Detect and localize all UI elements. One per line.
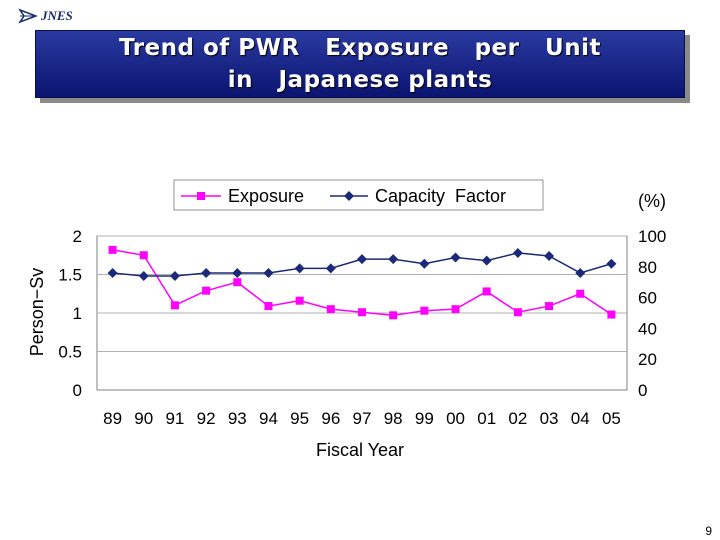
legend-exposure-marker bbox=[197, 192, 205, 200]
exposure-point bbox=[482, 287, 491, 296]
y-right-axis-title: (%) bbox=[638, 191, 666, 211]
y-left-tick-label: 0.5 bbox=[58, 343, 82, 362]
x-tick-label: 03 bbox=[540, 409, 559, 428]
y-right-tick-label: 20 bbox=[638, 350, 657, 369]
exposure-point bbox=[108, 245, 117, 254]
x-tick-label: 99 bbox=[415, 409, 434, 428]
x-tick-label: 01 bbox=[477, 409, 496, 428]
capacity-point bbox=[481, 255, 492, 266]
x-tick-label: 00 bbox=[446, 409, 465, 428]
exposure-point bbox=[389, 311, 398, 320]
capacity-point bbox=[575, 267, 586, 278]
slide-title: Trend of PWR Exposure per Unit in Japane… bbox=[35, 30, 685, 98]
exposure-point bbox=[170, 301, 179, 310]
y-left-tick-label: 2 bbox=[73, 227, 82, 246]
y-right-tick-label: 0 bbox=[638, 381, 647, 400]
y-left-axis-title: Person−Sv bbox=[27, 268, 47, 357]
exposure-point bbox=[202, 286, 211, 295]
x-tick-label: 96 bbox=[321, 409, 340, 428]
capacity-point bbox=[419, 258, 430, 269]
capacity-point bbox=[169, 271, 180, 282]
logo-text: JNES bbox=[41, 8, 73, 23]
capacity-point bbox=[138, 271, 149, 282]
capacity-point bbox=[357, 254, 367, 265]
x-tick-label: 95 bbox=[290, 409, 309, 428]
y-right-tick-label: 80 bbox=[638, 258, 657, 277]
legend-capacity-marker bbox=[344, 191, 354, 201]
x-tick-label: 05 bbox=[602, 409, 621, 428]
exposure-point bbox=[420, 306, 429, 315]
x-tick-label: 90 bbox=[134, 409, 153, 428]
x-axis-title: Fiscal Year bbox=[316, 440, 404, 460]
capacity-point bbox=[606, 258, 617, 269]
capacity-point bbox=[201, 267, 212, 278]
title-line-1: Trend of PWR Exposure per Unit bbox=[119, 35, 601, 61]
x-tick-label: 91 bbox=[165, 409, 184, 428]
exposure-point bbox=[264, 302, 273, 311]
exposure-point bbox=[545, 302, 554, 311]
capacity-point bbox=[450, 252, 461, 263]
legend-exposure-label: Exposure bbox=[228, 186, 304, 206]
x-tick-label: 93 bbox=[228, 409, 247, 428]
y-right-tick-label: 60 bbox=[638, 289, 657, 308]
exposure-point bbox=[607, 310, 616, 319]
exposure-point bbox=[233, 278, 242, 287]
x-tick-label: 98 bbox=[384, 409, 403, 428]
x-tick-label: 89 bbox=[103, 409, 122, 428]
jnes-logo: JNES bbox=[18, 8, 73, 24]
x-tick-label: 04 bbox=[571, 409, 590, 428]
x-tick-label: 94 bbox=[259, 409, 278, 428]
capacity-point bbox=[388, 254, 399, 265]
capacity-point bbox=[263, 267, 274, 278]
exposure-point bbox=[139, 251, 148, 260]
capacity-point bbox=[325, 263, 336, 274]
y-left-tick-label: 1.5 bbox=[58, 266, 82, 285]
y-right-tick-label: 100 bbox=[638, 227, 666, 246]
capacity-point bbox=[232, 267, 243, 278]
page-number: 9 bbox=[705, 524, 712, 538]
exposure-point bbox=[576, 289, 585, 298]
capacity-point bbox=[544, 251, 555, 262]
legend-capacity-label: Capacity Factor bbox=[375, 186, 506, 206]
x-tick-label: 02 bbox=[508, 409, 527, 428]
exposure-point bbox=[358, 308, 366, 317]
title-line-2: in Japanese plants bbox=[227, 67, 493, 93]
y-left-tick-label: 0 bbox=[73, 381, 82, 400]
capacity-point bbox=[294, 263, 305, 274]
x-tick-label: 97 bbox=[353, 409, 372, 428]
exposure-point bbox=[295, 296, 304, 305]
capacity-point bbox=[512, 247, 523, 258]
x-tick-label: 92 bbox=[197, 409, 216, 428]
y-right-tick-label: 40 bbox=[638, 319, 657, 338]
exposure-point bbox=[451, 305, 460, 314]
exposure-point bbox=[326, 305, 335, 314]
y-left-tick-label: 1 bbox=[73, 304, 82, 323]
jnes-logo-icon bbox=[18, 8, 38, 24]
exposure-point bbox=[513, 308, 522, 317]
legend-box bbox=[173, 179, 544, 211]
capacity-point bbox=[107, 267, 118, 278]
